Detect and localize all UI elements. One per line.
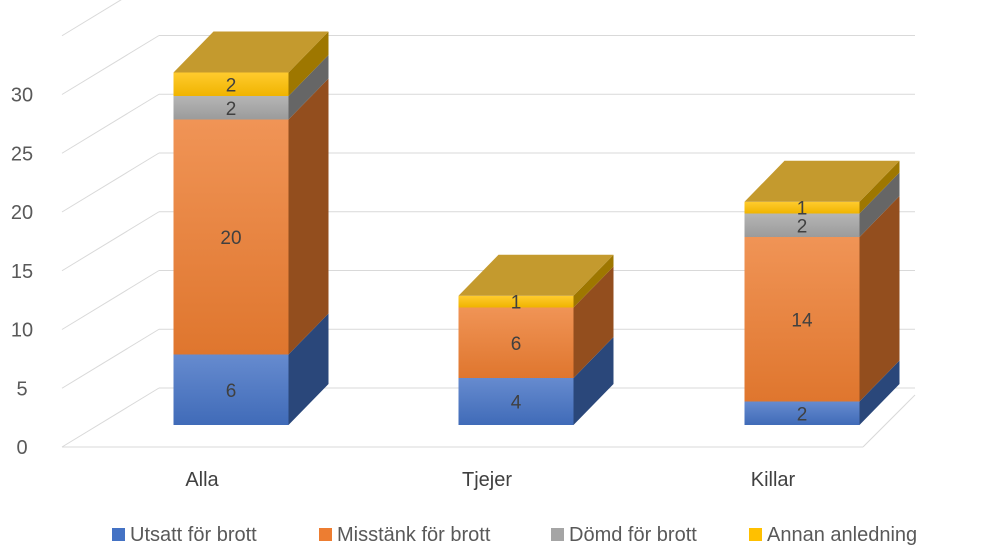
y-tick-label: 25 (11, 143, 33, 165)
y-tick-label: 0 (16, 437, 27, 459)
data-label: 2 (797, 216, 808, 237)
bar-side-face (288, 78, 329, 355)
data-label: 1 (797, 199, 808, 220)
legend-label: Utsatt för brott (130, 524, 257, 546)
x-axis-categories: Alla Tjejer Killar (185, 469, 795, 491)
data-label: 20 (220, 228, 241, 249)
bar-segment (744, 160, 900, 214)
data-label: 14 (791, 310, 813, 331)
legend-item: Misstänk för brott (319, 524, 491, 546)
legend-item: Utsatt för brott (112, 524, 257, 546)
gridline-diagonal (61, 387, 160, 448)
bar-side-face (859, 196, 900, 402)
bar-side-face (859, 160, 900, 214)
data-label: 1 (511, 293, 522, 314)
bars (173, 31, 900, 425)
floor-right-edge (862, 394, 916, 448)
gridline-diagonal (61, 211, 160, 272)
bar-segment (173, 55, 329, 120)
bar-segment (173, 31, 329, 96)
bar-front-face (744, 401, 860, 425)
bar-front-face (173, 354, 289, 425)
data-label: 4 (511, 393, 522, 414)
data-label: 2 (797, 404, 808, 425)
x-category-label: Alla (185, 469, 219, 491)
bar-side-face (573, 337, 614, 425)
legend: Utsatt för brott Misstänk för brott Dömd f… (112, 524, 917, 546)
bar-front-face (744, 213, 860, 237)
y-tick-label: 20 (11, 202, 33, 224)
bar-segment (173, 78, 329, 355)
legend-swatch (551, 528, 564, 541)
bar-segment (458, 337, 614, 425)
bar-side-face (859, 360, 900, 425)
legend-label: Dömd för brott (569, 524, 697, 546)
gridline-diagonal (61, 0, 122, 37)
data-label: 6 (511, 334, 522, 355)
legend-item: Dömd för brott (551, 524, 697, 546)
bar-front-face (173, 119, 289, 355)
bar-top-face (173, 31, 329, 73)
x-category-label: Killar (751, 469, 796, 491)
bar-segment (173, 313, 329, 425)
bar-front-face (458, 307, 574, 378)
legend-label: Misstänk för brott (337, 524, 491, 546)
legend-item: Annan anledning (749, 524, 917, 546)
y-axis-ticks: 0 5 10 15 20 25 30 (11, 85, 33, 460)
bar-front-face (744, 201, 860, 214)
y-tick-label: 30 (11, 85, 33, 107)
legend-label: Annan anledning (767, 524, 917, 546)
bar-front-face (173, 96, 289, 120)
bar-segment (458, 254, 614, 308)
legend-swatch (112, 528, 125, 541)
data-label: 2 (226, 99, 237, 120)
y-tick-label: 10 (11, 320, 33, 342)
bar-segment (458, 266, 614, 378)
legend-swatch (319, 528, 332, 541)
bar-side-face (573, 266, 614, 378)
gridline-diagonal (61, 152, 160, 213)
gridline-diagonal (61, 35, 160, 95)
x-category-label: Tjejer (462, 469, 512, 491)
bar-front-face (458, 378, 574, 425)
data-label: 6 (226, 381, 237, 402)
gridline-diagonal (61, 270, 160, 330)
bar-segment (744, 172, 900, 237)
bar-segment (744, 196, 900, 402)
legend-swatch (749, 528, 762, 541)
data-label: 2 (226, 75, 237, 96)
bar-front-face (173, 72, 289, 96)
bar-side-face (288, 313, 329, 425)
bar-side-face (573, 254, 614, 308)
bar-segment (744, 360, 900, 425)
gridline-diagonal (61, 93, 160, 154)
bar-side-face (859, 172, 900, 237)
bar-front-face (458, 295, 574, 308)
bar-side-face (288, 55, 329, 120)
bar-top-face (458, 254, 614, 296)
bar-side-face (288, 31, 329, 96)
bar-top-face (744, 160, 900, 202)
y-tick-label: 15 (11, 261, 33, 283)
gridline-diagonal (61, 328, 160, 389)
y-tick-label: 5 (16, 378, 27, 400)
bar-front-face (744, 237, 860, 402)
